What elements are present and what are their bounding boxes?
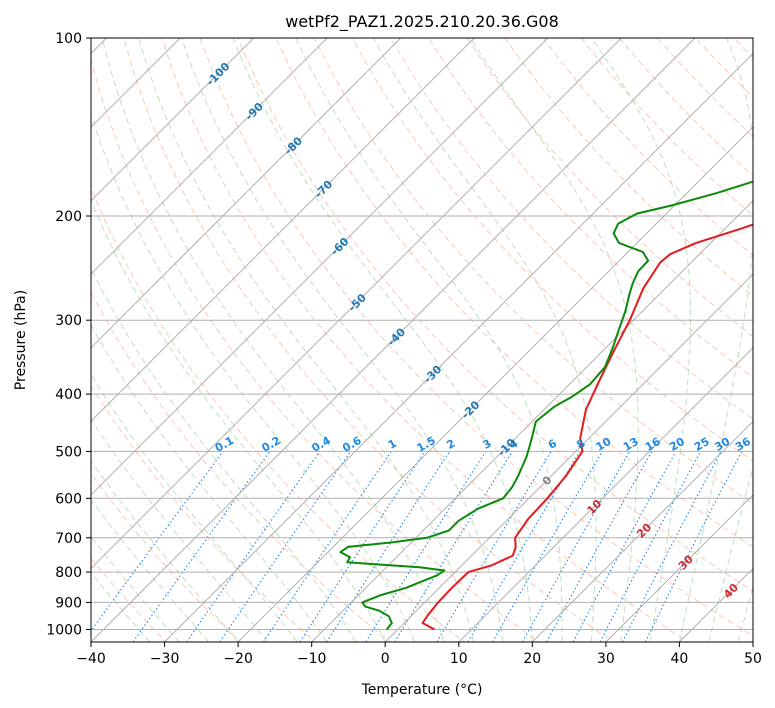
moist-adiabat-line [138, 38, 474, 642]
dry-adiabat-line [428, 38, 753, 378]
plot-area: 0.1 0.2 0.4 0.6 1 1.5 2 3 4 6 8 10 13 16 20 25 30 36-100-… [91, 38, 753, 642]
dry-adiabat-line [275, 38, 753, 548]
mixing-ratio-line [91, 451, 224, 632]
x-tick-label: 40 [670, 651, 688, 667]
x-tick-label: 20 [523, 651, 541, 667]
y-tick-label: 500 [55, 444, 82, 460]
mixing-ratio-line [394, 451, 513, 642]
moist-adiabat-line [590, 38, 692, 642]
dry-adiabat-line [466, 38, 753, 338]
moist-adiabat-line [232, 38, 533, 642]
x-tick-label: −20 [223, 651, 253, 667]
mixing-ratio-line [522, 451, 631, 642]
isotherm-gridline [91, 38, 255, 202]
x-tick-label: −30 [150, 651, 180, 667]
dry-adiabat-line [313, 38, 753, 505]
dry-adiabat-line [237, 38, 753, 592]
moist-adiabat-line [737, 585, 753, 642]
axes-layer: −40 −30 −20 −10 0 10 20 30 40 50 100 200 300 400 500 60… [46, 31, 762, 667]
mixing-ratio-line [572, 451, 677, 642]
y-axis-title: Pressure (hPa) [13, 290, 29, 390]
moist-adiabat-line [91, 536, 180, 642]
moist-adiabat-line [91, 267, 357, 642]
x-tick-label: 10 [450, 651, 468, 667]
temperature-line [421, 223, 753, 631]
isotherm-gridline [605, 494, 753, 642]
isotherm-gridline [311, 199, 753, 642]
moist-adiabat-line [372, 38, 597, 642]
isotherm-gridline [91, 38, 622, 570]
chart-title: wetPf2_PAZ1.2025.210.20.36.G08 [285, 12, 559, 32]
isotherm-gridline [384, 273, 753, 642]
dry-adiabat-line [504, 38, 753, 297]
mixing-ratio-line [186, 451, 321, 642]
x-tick-label: 0 [381, 651, 390, 667]
dry-adiabat-line [199, 38, 753, 637]
moist-adiabat-line [181, 38, 504, 642]
x-tick-label: 30 [597, 651, 615, 667]
y-tick-label: 800 [55, 565, 82, 581]
x-tick-label: −40 [76, 651, 106, 667]
moist-adiabat-line [708, 464, 753, 642]
mixing-ratio-line [644, 451, 743, 642]
dewpoint-line [339, 180, 753, 631]
y-tick-label: 200 [55, 209, 82, 225]
moist-adiabat-line [91, 499, 210, 642]
isotherm-gridline [91, 38, 475, 423]
moist-adiabat-line [469, 38, 639, 642]
y-tick-label: 900 [55, 595, 82, 611]
isotherm-gridline [91, 38, 328, 275]
grid-layer [91, 38, 753, 642]
dry-adiabat-line [161, 38, 690, 642]
moist-adiabat-line [295, 38, 563, 642]
isotherm-gridline [91, 38, 402, 349]
moist-adiabat-line [91, 199, 386, 642]
mixing-ratio-line [546, 451, 653, 642]
moist-adiabat-line [91, 460, 239, 642]
x-axis-title: Temperature (°C) [361, 682, 483, 698]
isotherm-gridline [458, 347, 753, 642]
profile-lines-layer [339, 180, 753, 631]
y-tick-label: 700 [55, 531, 82, 547]
isotherm-gridline [237, 126, 753, 642]
plot-frame [90, 37, 754, 643]
mixing-ratio-line [219, 451, 352, 642]
x-tick-label: −10 [297, 651, 327, 667]
moist-adiabat-line [678, 38, 753, 642]
y-tick-label: 300 [55, 313, 82, 329]
isotherm-gridline [164, 52, 753, 642]
isotherm-gridline [91, 38, 549, 496]
y-tick-label: 600 [55, 491, 82, 507]
y-tick-label: 1000 [46, 623, 82, 639]
moist-adiabat-line [101, 38, 445, 642]
y-tick-label: 100 [55, 31, 82, 47]
mixing-ratio-line [263, 451, 392, 642]
x-tick-label: 50 [744, 651, 762, 667]
isotherm-gridline [91, 38, 696, 642]
isotherm-gridline [531, 420, 753, 642]
y-tick-label: 400 [55, 387, 82, 403]
mixing-ratio-line [299, 451, 426, 642]
